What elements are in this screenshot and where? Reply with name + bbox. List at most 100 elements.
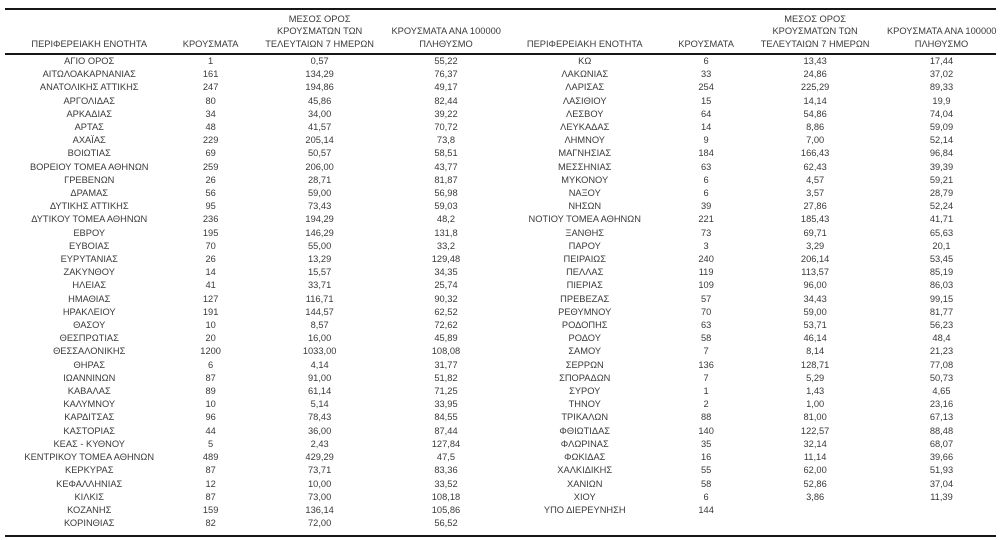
per-100k-cell: 52,24 <box>929 201 954 212</box>
region-name-cell: ΙΩΑΝΝΙΝΩΝ <box>63 372 116 383</box>
cases-cell: 16 <box>700 452 712 463</box>
per-100k-cell: 48,2 <box>436 214 456 225</box>
col-header-cases: ΚΡΟΥΣΜΑΤΑ <box>668 10 744 55</box>
cases-cell: 6 <box>703 188 709 199</box>
region-name-cell: ΚΑΣΤΟΡΙΑΣ <box>63 425 116 436</box>
avg-7day-cell: 27,86 <box>803 201 827 212</box>
table-row: ΔΥΤΙΚΟΥ ΤΟΜΕΑ ΑΘΗΝΩΝ 236 194,29 48,2 <box>5 213 501 226</box>
region-name-cell: ΣΕΡΡΩΝ <box>565 359 604 370</box>
cases-cell: 6 <box>703 56 709 66</box>
table-header-right: ΠΕΡΙΦΕΡΕΙΑΚΗ ΕΝΟΤΗΤΑ ΚΡΟΥΣΜΑΤΑ ΜΕΣΟΣ ΟΡΟ… <box>500 10 996 55</box>
avg-7day-cell: 10,00 <box>307 478 332 489</box>
cases-cell: 5 <box>208 438 214 449</box>
per-100k-cell: 33,52 <box>434 478 458 489</box>
cases-cell: 10 <box>205 320 216 331</box>
avg-7day-cell: 5,14 <box>310 399 329 410</box>
region-name-cell: ΞΑΝΘΗΣ <box>565 227 605 238</box>
avg-7day-cell: 72,00 <box>307 518 332 529</box>
cases-cell: 87 <box>205 491 216 502</box>
per-100k-cell: 23,16 <box>929 399 954 410</box>
per-100k-cell: 70,72 <box>434 122 458 133</box>
cases-cell: 41 <box>205 280 216 291</box>
col-header-per-100k: ΚΡΟΥΣΜΑΤΑ ΑΝΑ 100000 ΠΛΗΘΥΣΜΟ <box>391 10 501 55</box>
region-name-cell: ΗΡΑΚΛΕΙΟΥ <box>62 306 116 317</box>
region-name-cell: ΗΛΕΙΑΣ <box>72 280 107 291</box>
avg-7day-cell: 225,29 <box>800 82 830 93</box>
cases-cell: 57 <box>700 293 712 304</box>
region-name-cell: ΚΟΡΙΝΘΙΑΣ <box>64 518 115 529</box>
cases-cell: 87 <box>205 465 216 476</box>
per-100k-cell: 59,09 <box>929 122 954 133</box>
region-name-cell: ΝΑΞΟΥ <box>568 188 601 199</box>
cases-cell: 191 <box>202 306 219 317</box>
region-name-cell: ΜΥΚΟΝΟΥ <box>561 174 609 185</box>
table-row: ΜΥΚΟΝΟΥ 6 4,57 59,21 <box>501 174 997 187</box>
table-row: ΛΑΡΙΣΑΣ 254 225,29 89,33 <box>501 81 997 94</box>
avg-7day-cell: 15,57 <box>307 267 332 278</box>
cases-cell: 89 <box>205 386 216 397</box>
region-name-cell: ΕΥΒΟΙΑΣ <box>69 240 110 251</box>
region-name-cell: ΤΗΝΟΥ <box>568 399 601 410</box>
table-row: ΜΕΣΣΗΝΙΑΣ 63 62,43 39,39 <box>501 161 997 174</box>
cases-cell: 14 <box>700 122 712 133</box>
table-row: ΔΡΑΜΑΣ 56 59,00 56,98 <box>5 187 501 200</box>
avg-7day-cell: 81,00 <box>803 412 827 423</box>
per-100k-cell: 11,39 <box>930 491 953 502</box>
table-row: ΣΠΟΡΑΔΩΝ 7 5,29 50,73 <box>501 372 997 385</box>
cases-cell: 1 <box>703 386 709 397</box>
avg-7day-cell: 146,29 <box>305 227 334 238</box>
region-name-cell: ΠΙΕΡΙΑΣ <box>566 280 603 291</box>
avg-7day-cell: 8,57 <box>310 320 329 331</box>
table-row: ΔΥΤΙΚΗΣ ΑΤΤΙΚΗΣ 95 73,43 59,03 <box>5 200 501 213</box>
cases-cell: 6 <box>703 174 709 185</box>
cases-cell: 195 <box>202 227 219 238</box>
table-row: ΑΡΤΑΣ 48 41,57 70,72 <box>5 121 501 134</box>
table-row: ΕΒΡΟΥ 195 146,29 131,8 <box>5 227 501 240</box>
avg-7day-cell: 116,71 <box>305 293 334 304</box>
per-100k-cell: 19,9 <box>932 95 951 106</box>
avg-7day-cell: 50,57 <box>307 148 332 159</box>
cases-cell: 48 <box>205 122 216 133</box>
per-100k-cell: 74,04 <box>929 108 954 119</box>
cases-cell: 14 <box>205 267 216 278</box>
avg-7day-cell: 4,57 <box>806 174 825 185</box>
table-row: ΕΥΒΟΙΑΣ 70 55,00 33,2 <box>5 240 501 253</box>
table-row: ΛΕΣΒΟΥ 64 54,86 74,04 <box>501 108 997 121</box>
per-100k-cell: 108,08 <box>431 346 461 357</box>
cases-cell: 63 <box>700 320 712 331</box>
table-row: ΘΗΡΑΣ 6 4,14 31,77 <box>5 359 501 372</box>
cases-cell: 70 <box>700 306 712 317</box>
avg-7day-cell: 136,14 <box>305 504 334 515</box>
cases-cell: 7 <box>703 346 709 357</box>
region-name-cell: ΡΟΔΟΥ <box>568 333 601 344</box>
region-name-cell: ΔΥΤΙΚΗΣ ΑΤΤΙΚΗΣ <box>49 201 129 212</box>
table-row: ΝΗΣΩΝ 39 27,86 52,24 <box>501 200 997 213</box>
region-name-cell: ΑΡΤΑΣ <box>74 122 104 133</box>
region-name-cell: ΑΓΙΟ ΟΡΟΣ <box>64 56 115 66</box>
avg-7day-cell: 45,86 <box>307 95 332 106</box>
region-name-cell: ΘΗΡΑΣ <box>73 359 105 370</box>
avg-7day-cell: 3,86 <box>806 491 825 502</box>
region-name-cell: ΛΕΣΒΟΥ <box>565 108 604 119</box>
avg-7day-cell: 1,00 <box>806 399 825 410</box>
per-100k-cell: 25,74 <box>434 280 458 291</box>
cases-cell: 12 <box>205 478 216 489</box>
cases-cell: 58 <box>700 333 712 344</box>
per-100k-cell: 39,66 <box>929 452 954 463</box>
per-100k-cell: 34,35 <box>434 267 458 278</box>
avg-7day-cell: 69,71 <box>803 227 827 238</box>
region-name-cell: ΑΝΑΤΟΛΙΚΗΣ ΑΤΤΙΚΗΣ <box>39 82 139 93</box>
cases-cell: 10 <box>205 399 216 410</box>
avg-7day-cell: 122,57 <box>800 425 830 436</box>
table-row: ΣΥΡΟΥ 1 1,43 4,65 <box>501 385 997 398</box>
avg-7day-cell: 61,14 <box>307 386 332 397</box>
region-name-cell: ΑΧΑΪΑΣ <box>72 135 106 146</box>
table-row: ΦΩΚΙΔΑΣ 16 11,14 39,66 <box>501 451 997 464</box>
cases-cell: 87 <box>205 372 216 383</box>
per-100k-cell: 33,95 <box>434 399 458 410</box>
region-name-cell: ΘΑΣΟΥ <box>73 320 106 331</box>
avg-7day-cell: 4,14 <box>310 359 329 370</box>
region-name-cell: ΘΕΣΠΡΩΤΙΑΣ <box>59 333 119 344</box>
avg-7day-cell: 194,29 <box>305 214 334 225</box>
per-100k-cell: 56,52 <box>434 518 458 529</box>
